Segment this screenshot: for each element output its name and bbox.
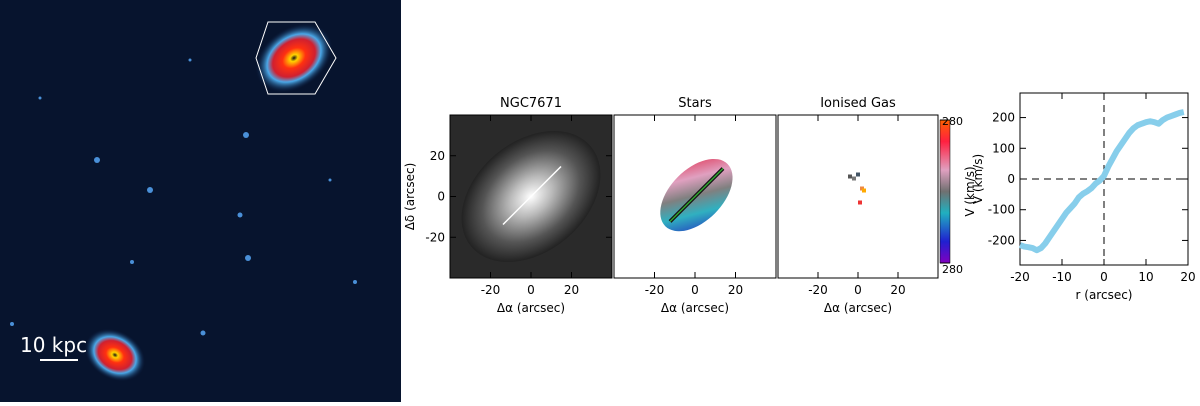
- x-tick-label: 20: [728, 283, 743, 297]
- field-stars: [10, 58, 357, 336]
- y-tick-label: -20: [425, 230, 445, 244]
- x-tick-label: 20: [1180, 270, 1195, 284]
- x-tick-label: -20: [1010, 270, 1030, 284]
- y-tick-label: 0: [1007, 172, 1015, 186]
- x-tick-label: 0: [691, 283, 699, 297]
- y-tick-label: -100: [988, 203, 1015, 217]
- panel-title: NGC7671: [500, 96, 562, 111]
- scale-label: 10 kpc: [20, 333, 87, 357]
- x-tick-label: -20: [481, 283, 501, 297]
- panel-title: Ionised Gas: [820, 96, 896, 111]
- field-image: [0, 0, 401, 402]
- y-tick-label: 20: [430, 149, 445, 163]
- x-tick-label: -10: [1052, 270, 1072, 284]
- colorbar-tick-label: 280: [942, 115, 963, 128]
- y-tick-label: -200: [988, 233, 1015, 247]
- y-tick-label: 0: [437, 190, 445, 204]
- x-tick-label: 0: [527, 283, 535, 297]
- ifu-footprint: [255, 21, 337, 95]
- x-axis-label: Δα (arcsec): [824, 301, 892, 315]
- y-axis-label: Δδ (arcsec): [403, 163, 417, 231]
- slit: [502, 165, 562, 226]
- velocity-curve: [1018, 109, 1185, 254]
- slit: [669, 168, 724, 222]
- plot-frame: [777, 114, 939, 279]
- y-tick-label: 100: [992, 141, 1015, 155]
- x-axis-label: Δα (arcsec): [497, 301, 565, 315]
- y-axis-label: V (km/s): [971, 154, 985, 204]
- gas-pixel: [858, 200, 862, 205]
- panel-title: Stars: [678, 96, 712, 111]
- gas-pixel: [848, 174, 852, 179]
- galaxy: [255, 23, 333, 93]
- x-tick-label: 20: [564, 283, 579, 297]
- x-axis-label: r (arcsec): [1076, 288, 1133, 302]
- gas-pixel: [862, 188, 866, 193]
- gas-pixel: [852, 176, 856, 181]
- x-tick-label: 0: [854, 283, 862, 297]
- colorbar-label: V (km/s): [963, 166, 977, 216]
- gas-pixel: [856, 172, 860, 177]
- colorbar: [939, 119, 951, 264]
- x-tick-label: -20: [808, 283, 828, 297]
- colorbar-tick-label: 280: [942, 263, 963, 276]
- y-tick-label: 200: [992, 111, 1015, 125]
- x-axis-label: Δα (arcsec): [661, 301, 729, 315]
- x-tick-label: 20: [890, 283, 905, 297]
- galaxy: [84, 328, 146, 382]
- x-tick-label: 10: [1138, 270, 1153, 284]
- x-tick-label: 0: [1100, 270, 1108, 284]
- x-tick-label: -20: [645, 283, 665, 297]
